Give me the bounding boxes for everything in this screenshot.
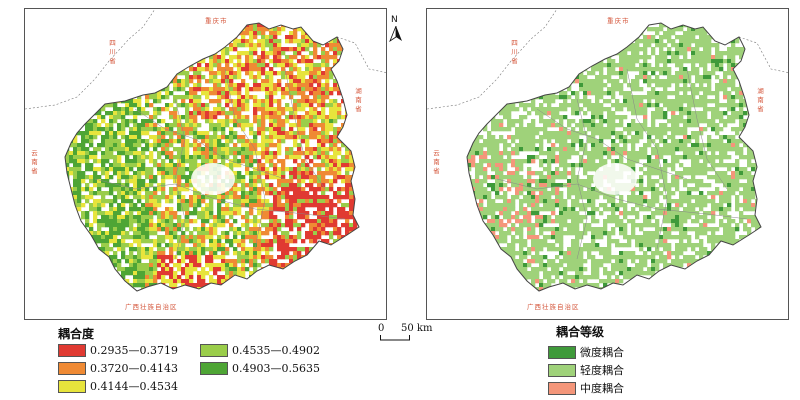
coupling-degree-map-canvas: [25, 9, 386, 292]
coupling-degree-legend-label: 0.4144—0.4534: [90, 380, 178, 393]
hunan-label: 湖南省: [355, 87, 363, 113]
coupling-level-legend-item: 轻度耦合: [548, 362, 624, 378]
hunan-label: 湖南省: [757, 87, 765, 113]
coupling-level-map: 重庆市 四川省 湖南省 云南省 广西壮族自治区: [426, 8, 789, 320]
coupling-level-legend-label: 中度耦合: [580, 382, 624, 395]
north-label: N: [391, 15, 398, 25]
coupling-degree-legend-item: 0.4535—0.4902: [200, 344, 320, 357]
coupling-degree-map: 重庆市 四川省 湖南省 云南省 广西壮族自治区: [24, 8, 387, 320]
left-legend-title: 耦合度: [58, 327, 95, 341]
coupling-level-map-canvas: [427, 9, 788, 292]
yunnan-label: 云南省: [433, 149, 441, 175]
north-arrow-icon: [389, 26, 402, 42]
coupling-degree-legend-swatch: [200, 362, 228, 375]
coupling-level-legend-item: 微度耦合: [548, 344, 624, 360]
coupling-level-legend-label: 轻度耦合: [580, 364, 624, 377]
coupling-degree-legend-item: 0.4903—0.5635: [200, 362, 320, 375]
coupling-degree-legend-label: 0.4903—0.5635: [232, 362, 320, 375]
right-legend-title: 耦合等级: [556, 325, 605, 339]
coupling-degree-legend-swatch: [58, 362, 86, 375]
coupling-degree-region-fill: [65, 23, 359, 291]
coupling-level-legend-swatch: [548, 381, 576, 395]
chongqing-label: 重庆市: [205, 17, 228, 25]
coupling-degree-legend-label: 0.4535—0.4902: [232, 344, 320, 357]
coupling-level-legend-swatch: [548, 345, 576, 359]
coupling-degree-legend-swatch: [58, 380, 86, 393]
guangxi-label: 广西壮族自治区: [125, 303, 178, 311]
coupling-degree-legend-item: 0.3720—0.4143: [58, 362, 178, 375]
scale-end-label: 50 km: [401, 323, 433, 334]
coupling-level-legend-item: 中度耦合: [548, 380, 624, 396]
north-arrow: N: [389, 15, 403, 45]
coupling-degree-legend-swatch: [58, 344, 86, 357]
scale-bar-icon: [380, 335, 410, 341]
coupling-level-province-outline: [466, 22, 762, 292]
coupling-degree-legend-label: 0.3720—0.4143: [90, 362, 178, 375]
chongqing-label: 重庆市: [607, 17, 630, 25]
coupling-degree-legend-item: 0.4144—0.4534: [58, 380, 178, 393]
coupling-level-legend-swatch: [548, 363, 576, 377]
coupling-level-legend-label: 微度耦合: [580, 346, 624, 359]
coupling-degree-legend-swatch: [200, 344, 228, 357]
sichuan-label: 四川省: [109, 39, 117, 65]
yunnan-label: 云南省: [31, 149, 39, 175]
scale-start-label: 0: [378, 323, 385, 334]
coupling-level-region-fill: [467, 23, 761, 291]
coupling-degree-province-outline: [64, 22, 360, 292]
guangxi-label: 广西壮族自治区: [527, 303, 580, 311]
coupling-degree-legend-label: 0.2935—0.3719: [90, 344, 178, 357]
coupling-degree-legend-item: 0.2935—0.3719: [58, 344, 178, 357]
sichuan-label: 四川省: [511, 39, 519, 65]
scale-bar: 0 50 km: [378, 323, 438, 347]
